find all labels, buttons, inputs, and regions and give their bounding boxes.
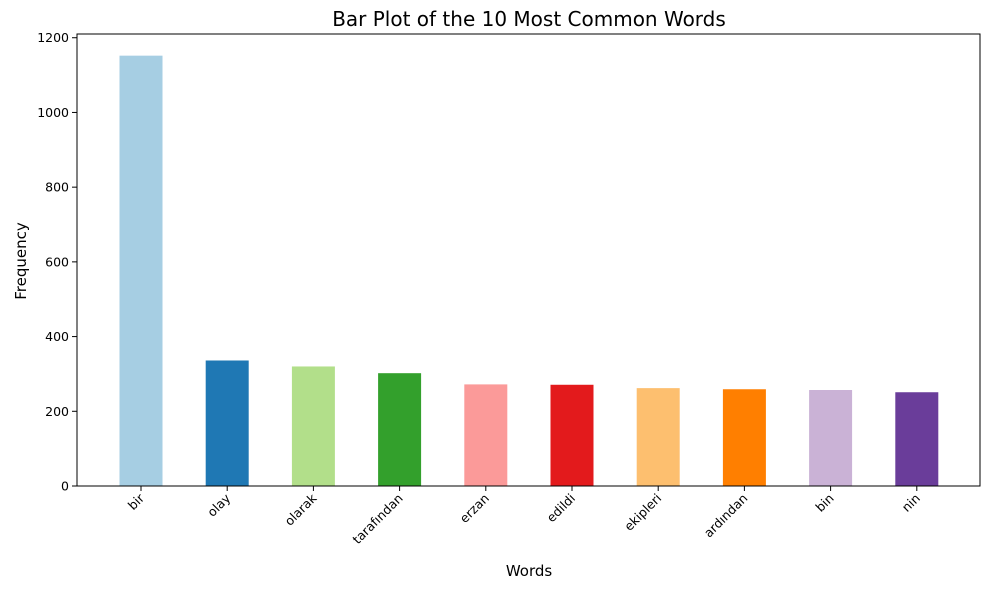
bar-4 — [378, 373, 422, 486]
x-tick-label: olay — [204, 490, 234, 520]
y-tick-label: 200 — [45, 404, 69, 419]
y-axis-label: Frequency — [12, 222, 30, 300]
y-tick-label: 1200 — [37, 30, 69, 45]
bar-6 — [550, 384, 594, 486]
bar-7 — [636, 388, 680, 486]
x-tick-label: ardından — [701, 491, 751, 541]
x-axis-label: Words — [506, 562, 553, 580]
plot-frame — [76, 33, 981, 487]
x-tick-label: ekipleri — [621, 491, 664, 534]
bar-3 — [291, 366, 335, 486]
bar-1 — [119, 55, 163, 487]
x-tick-label: edildi — [543, 491, 578, 526]
y-axis: 0 200 400 600 800 1000 1200 — [37, 30, 77, 494]
x-tick-label: erzan — [457, 491, 492, 526]
bar-10 — [895, 392, 939, 486]
y-tick-label: 600 — [45, 254, 69, 269]
chart-title: Bar Plot of the 10 Most Common Words — [332, 7, 726, 31]
bar-9 — [809, 389, 853, 486]
x-axis: bir olay olarak tarafından erzan edildi ekiple… — [125, 486, 923, 547]
bar-5 — [464, 384, 508, 486]
y-tick-label: 400 — [45, 329, 69, 344]
bars-group — [119, 55, 939, 487]
x-tick-label: olarak — [281, 490, 320, 529]
x-tick-label: nin — [899, 491, 923, 515]
plot-area: 0 200 400 600 800 1000 1200 bir olay olarak taraf… — [37, 30, 981, 547]
y-tick-label: 800 — [45, 180, 69, 195]
bar-2 — [205, 360, 249, 486]
x-tick-label: bir — [125, 490, 148, 513]
y-tick-label: 1000 — [37, 105, 69, 120]
x-tick-label: tarafından — [349, 491, 405, 547]
y-tick-label: 0 — [61, 479, 69, 494]
x-tick-label: bin — [812, 491, 836, 515]
bar-8 — [722, 389, 766, 486]
